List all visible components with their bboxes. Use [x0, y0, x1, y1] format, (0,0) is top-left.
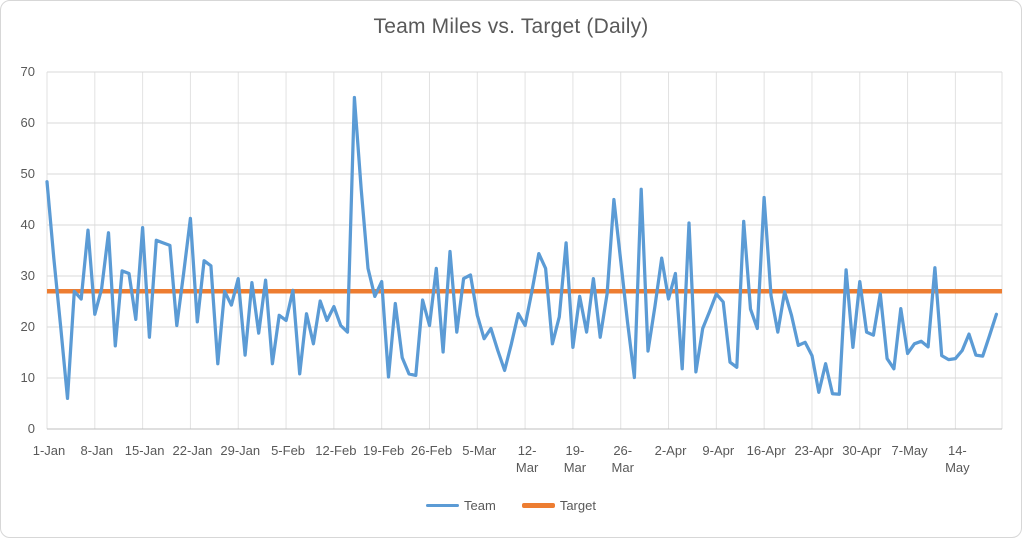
- x-tick-label: 19- Mar: [563, 443, 587, 475]
- x-tick-label: 26- Mar: [611, 443, 634, 475]
- y-tick-label: 10: [20, 370, 35, 385]
- y-tick-label: 60: [20, 115, 35, 130]
- x-tick-label: 12- Mar: [515, 443, 539, 475]
- y-tick-label: 0: [27, 421, 35, 436]
- x-tick-label: 26-Feb: [410, 443, 453, 458]
- x-tick-label: 5-Mar: [462, 443, 497, 458]
- x-tick-label: 7-May: [891, 443, 928, 458]
- x-tick-label: 23-Apr: [794, 443, 834, 458]
- team-line-swatch: [426, 503, 460, 508]
- x-tick-label: 15-Jan: [124, 443, 165, 458]
- y-tick-label: 20: [20, 319, 35, 334]
- legend-item-team[interactable]: Team: [426, 498, 496, 513]
- y-tick-label: 40: [20, 217, 35, 232]
- legend-label-target: Target: [559, 498, 596, 513]
- target-line-swatch: [521, 503, 555, 508]
- x-tick-label: 2-Apr: [654, 443, 687, 458]
- y-tick-label: 70: [20, 64, 35, 79]
- x-tick-label: 22-Jan: [172, 443, 213, 458]
- x-tick-label: 29-Jan: [220, 443, 261, 458]
- x-tick-label: 1-Jan: [32, 443, 66, 458]
- y-tick-label: 50: [20, 166, 35, 181]
- team-line-series[interactable]: [45, 95, 999, 401]
- legend-item-target[interactable]: Target: [521, 498, 596, 513]
- chart-title: Team Miles vs. Target (Daily): [373, 15, 649, 38]
- x-tick-label: 30-Apr: [842, 443, 882, 458]
- x-tick-label: 8-Jan: [80, 443, 114, 458]
- x-tick-label: 9-Apr: [702, 443, 735, 458]
- legend-label-team: Team: [464, 498, 496, 513]
- x-tick-label: 12-Feb: [315, 443, 357, 458]
- x-tick-label: 5-Feb: [271, 443, 306, 458]
- x-tick-label: 14- May: [945, 443, 970, 475]
- x-tick-label: 16-Apr: [746, 443, 786, 458]
- legend: Team Target: [1, 498, 1021, 513]
- x-tick-label: 19-Feb: [363, 443, 405, 458]
- y-tick-label: 30: [20, 268, 35, 283]
